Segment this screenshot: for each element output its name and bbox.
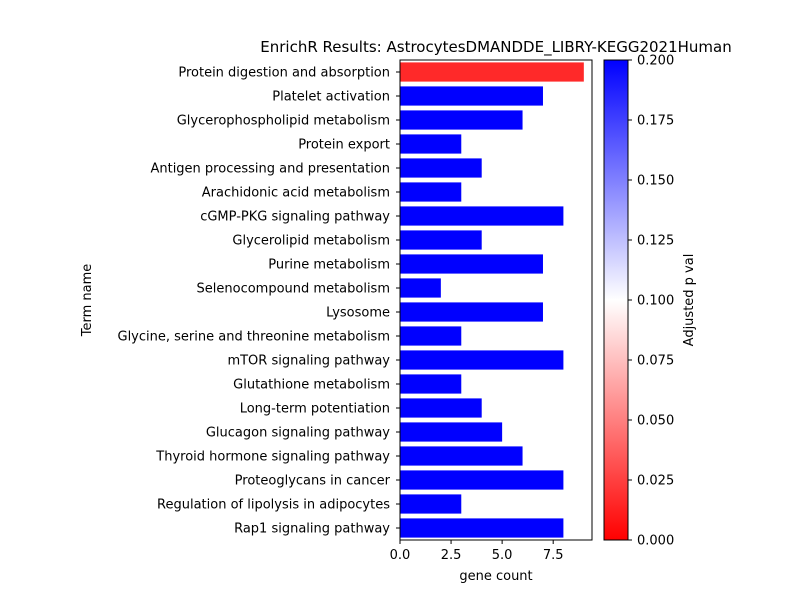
bar-9 (400, 254, 543, 274)
bar-18 (400, 470, 564, 490)
bar-17 (400, 446, 523, 466)
x-tick-label: 2.5 (441, 548, 462, 563)
y-axis-title: Term name (80, 264, 95, 338)
bar-15 (400, 398, 482, 418)
y-tick-label: Glucagon signaling pathway (206, 426, 390, 441)
bar-2 (400, 86, 543, 106)
y-tick-label: Glutathione metabolism (233, 378, 390, 393)
y-tick-label: cGMP-PKG signaling pathway (200, 210, 390, 225)
bar-19 (400, 494, 462, 514)
y-tick-label: Protein export (298, 138, 390, 153)
y-tick-label: Arachidonic acid metabolism (202, 186, 390, 201)
plot-frame (399, 59, 593, 541)
y-tick-label: Thyroid hormone signaling pathway (155, 450, 390, 465)
x-axis-title: gene count (459, 569, 532, 584)
y-tick-label: Platelet activation (272, 90, 390, 105)
colorbar-tick-label: 0.125 (637, 234, 674, 249)
y-tick-label: Antigen processing and presentation (150, 162, 390, 177)
colorbar-tick-label: 0.075 (637, 354, 674, 369)
colorbar-tick-label: 0.200 (637, 54, 674, 69)
bar-12 (400, 326, 462, 346)
bar-14 (400, 374, 462, 394)
y-tick-label: Proteoglycans in cancer (235, 474, 391, 489)
bar-1 (400, 62, 584, 82)
x-tick-label: 7.5 (543, 548, 564, 563)
colorbar-label: Adjusted p val (682, 254, 697, 347)
colorbar-tick-label: 0.150 (637, 174, 674, 189)
colorbar-tick-label: 0.050 (637, 414, 674, 429)
bar-6 (400, 182, 462, 202)
colorbar-tick-label: 0.025 (637, 474, 674, 489)
bar-13 (400, 350, 564, 370)
colorbar-tick-label: 0.175 (637, 114, 674, 129)
x-tick-label: 5.0 (492, 548, 513, 563)
y-tick-label: Protein digestion and absorption (178, 66, 390, 81)
bar-3 (400, 110, 523, 130)
colorbar-ticks: 0.000 0.025 0.050 0.075 0.100 0.125 0.150 0.175… (628, 54, 674, 549)
bar-16 (400, 422, 503, 442)
y-tick-label: Regulation of lipolysis in adipocytes (157, 498, 390, 513)
y-tick-label: mTOR signaling pathway (227, 354, 390, 369)
y-tick-label: Rap1 signaling pathway (234, 522, 390, 537)
bars-group (400, 62, 584, 538)
y-tick-label: Glycerophospholipid metabolism (177, 114, 390, 129)
x-tick-label: 0.0 (390, 548, 411, 563)
bar-20 (400, 518, 564, 538)
bar-4 (400, 134, 462, 154)
bar-5 (400, 158, 482, 178)
bar-11 (400, 302, 543, 322)
bar-8 (400, 230, 482, 250)
colorbar-tick-label: 0.000 (637, 534, 674, 549)
y-tick-label: Glycine, serine and threonine metabolism (118, 330, 391, 345)
y-tick-label: Lysosome (326, 306, 390, 321)
chart-title: EnrichR Results: AstrocytesDMANDDE_LIBRY… (260, 38, 731, 57)
bar-7 (400, 206, 564, 226)
colorbar-tick-label: 0.100 (637, 294, 674, 309)
bar-10 (400, 278, 441, 298)
colorbar-gradient (604, 60, 628, 540)
x-axis-ticks: 0.0 2.5 5.0 7.5 (390, 540, 564, 563)
y-tick-label: Purine metabolism (268, 258, 390, 273)
y-tick-label: Selenocompound metabolism (197, 282, 390, 297)
colorbar: 0.000 0.025 0.050 0.075 0.100 0.125 0.150 0.175… (603, 54, 697, 549)
y-tick-label: Long-term potentiation (240, 402, 390, 417)
y-tick-labels: Protein digestion and absorption Platelet… (118, 66, 400, 537)
y-tick-label: Glycerolipid metabolism (232, 234, 390, 249)
